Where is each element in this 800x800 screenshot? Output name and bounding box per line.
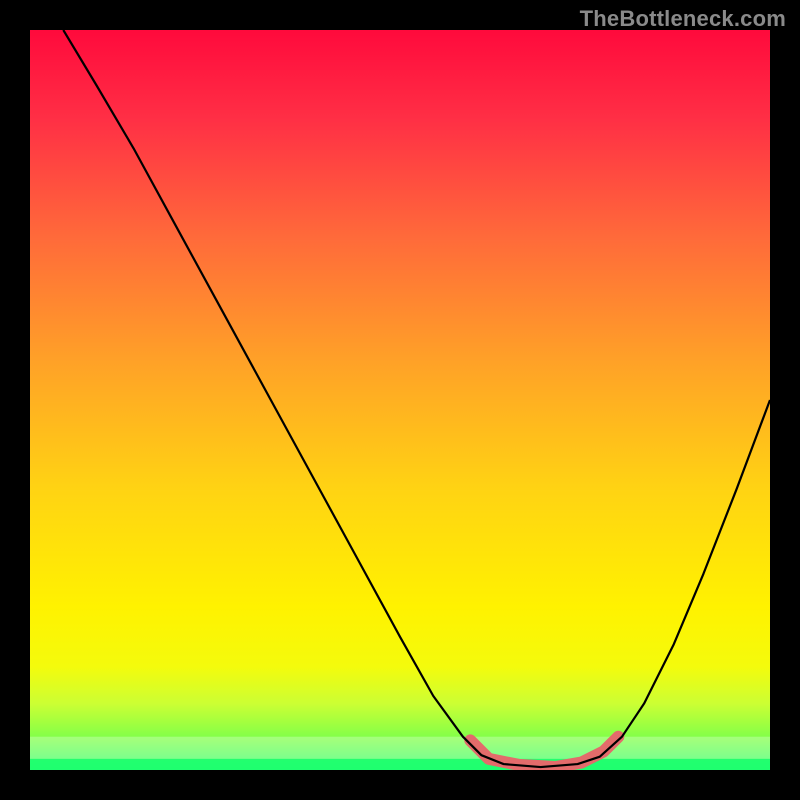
gradient-background — [30, 30, 770, 770]
bottom-band-1 — [30, 759, 770, 770]
watermark-text: TheBottleneck.com — [580, 6, 786, 32]
plot-svg — [30, 30, 770, 770]
bottom-band-0 — [30, 737, 770, 759]
plot-area — [30, 30, 770, 770]
chart-stage: TheBottleneck.com — [0, 0, 800, 800]
